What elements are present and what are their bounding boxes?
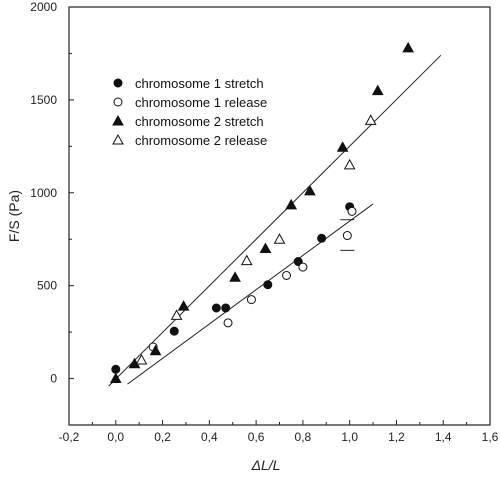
data-point-series-4 [343, 158, 356, 170]
x-tick-label: 0,2 [154, 430, 171, 444]
data-point-series-4 [364, 114, 377, 125]
x-tick-label: 0,0 [107, 430, 124, 444]
legend-label: chromosome 2 release [135, 133, 267, 148]
x-tick-label: 1,2 [388, 430, 405, 444]
data-point-series-2 [342, 231, 352, 241]
data-point-series-3 [177, 300, 190, 311]
data-point-series-3 [336, 141, 349, 152]
data-point-series-3 [259, 242, 272, 254]
x-axis-title: ΔL/L [251, 457, 281, 473]
legend-marker [112, 114, 124, 126]
data-point-series-3 [149, 344, 162, 356]
legend: chromosome 1 stretch chromosome 1 release… [112, 76, 267, 148]
fit-line [108, 54, 442, 387]
data-point-series-1 [111, 364, 121, 374]
data-point-series-2 [223, 318, 233, 328]
x-tick-label: 1,6 [482, 430, 499, 444]
legend-label: chromosome 2 stretch [135, 114, 264, 129]
data-point-series-3 [229, 271, 241, 282]
data-point-series-4 [240, 254, 253, 266]
fit-lines [108, 54, 442, 387]
data-point-series-3 [109, 372, 122, 384]
legend-marker [113, 78, 123, 88]
data-point-series-1 [263, 280, 273, 290]
data-point-series-4 [135, 353, 148, 365]
y-tick-label: 1500 [30, 93, 57, 107]
y-tick-label: 500 [37, 279, 57, 293]
fit-line [127, 203, 374, 385]
y-tick-label: 1000 [30, 186, 57, 200]
error-bars [340, 219, 355, 251]
data-point-series-4 [170, 309, 183, 320]
data-point-series-4 [273, 233, 286, 244]
data-point-series-3 [402, 41, 414, 53]
data-point-series-2 [282, 270, 292, 280]
data-point-series-1 [221, 303, 231, 313]
data-point-series-2 [347, 206, 357, 216]
x-tick-label: 1,4 [435, 430, 452, 444]
legend-marker [113, 97, 123, 107]
data-point-series-2 [298, 262, 308, 272]
y-axis-title: F/S (Pa) [6, 190, 22, 242]
legend-label: chromosome 1 stretch [135, 76, 264, 91]
x-tick-labels: -0,2 0,0 0,2 0,4 0,6 0,8 1,0 1,2 1,4 1,6 [59, 430, 499, 444]
x-tick-label: -0,2 [59, 430, 80, 444]
data-point-series-3 [304, 184, 316, 196]
data-points [109, 41, 414, 384]
y-tick-label: 2000 [30, 0, 57, 14]
data-point-series-3 [285, 198, 298, 210]
data-point-series-1 [317, 233, 327, 243]
axis-ticks [68, 6, 491, 426]
x-tick-label: 0,6 [248, 430, 265, 444]
x-tick-label: 0,8 [295, 430, 312, 444]
x-tick-label: 0,4 [201, 430, 218, 444]
y-tick-label: 0 [50, 372, 57, 386]
y-tick-labels: 0 500 1000 1500 2000 [30, 0, 57, 386]
data-point-series-2 [246, 295, 256, 305]
legend-label: chromosome 1 release [135, 95, 267, 110]
data-point-series-1 [169, 326, 179, 336]
data-point-series-1 [211, 303, 221, 313]
x-tick-label: 1,0 [341, 430, 358, 444]
legend-marker [112, 133, 124, 145]
data-point-series-3 [371, 84, 384, 96]
